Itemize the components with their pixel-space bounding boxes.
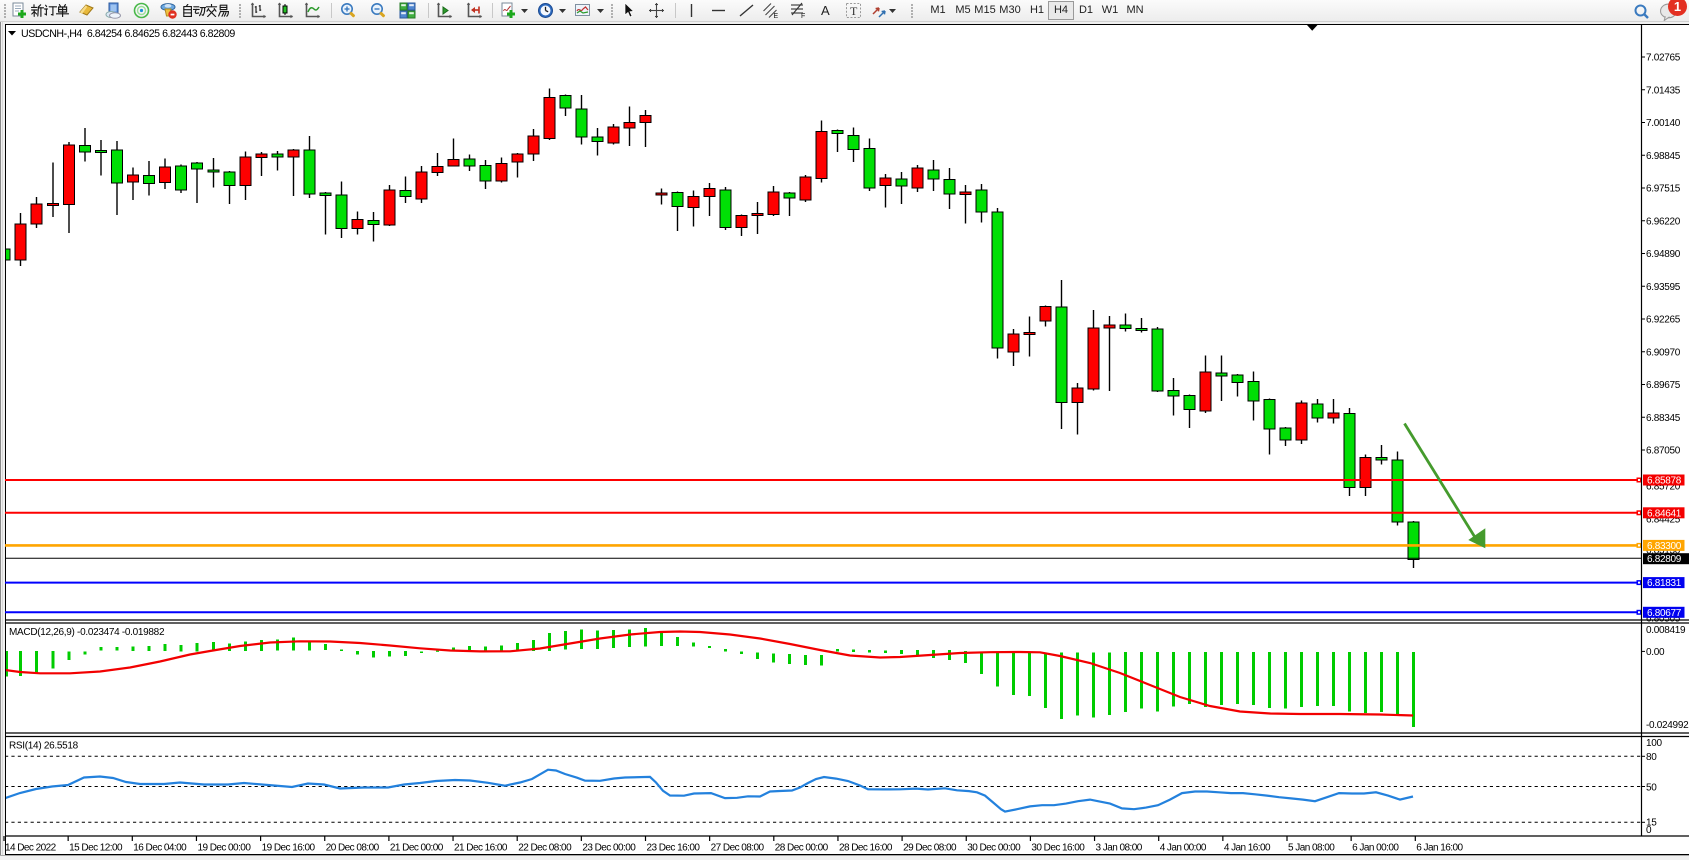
svg-text:6.88345: 6.88345 [1646,413,1681,424]
svg-text:7.02765: 7.02765 [1646,53,1681,64]
svg-text:6.90970: 6.90970 [1646,347,1681,358]
svg-text:5 Jan 08:00: 5 Jan 08:00 [1288,843,1335,854]
svg-text:F: F [801,13,805,19]
svg-text:0: 0 [1646,825,1652,836]
svg-text:80: 80 [1646,752,1657,763]
svg-text:23 Dec 16:00: 23 Dec 16:00 [647,843,701,854]
svg-text:19 Dec 16:00: 19 Dec 16:00 [262,843,316,854]
svg-text:6.89675: 6.89675 [1646,380,1681,391]
svg-text:3 Jan 08:00: 3 Jan 08:00 [1096,843,1143,854]
svg-text:29 Dec 08:00: 29 Dec 08:00 [903,843,957,854]
svg-text:6.80505: 6.80505 [1646,613,1681,624]
svg-text:7.00140: 7.00140 [1646,118,1681,129]
svg-text:27 Dec 08:00: 27 Dec 08:00 [711,843,765,854]
svg-text:28 Dec 16:00: 28 Dec 16:00 [839,843,893,854]
svg-text:6 Jan 16:00: 6 Jan 16:00 [1416,843,1463,854]
svg-text:6.84425: 6.84425 [1646,514,1681,525]
svg-text:6.97515: 6.97515 [1646,184,1681,195]
svg-text:6.83300: 6.83300 [1647,541,1682,552]
svg-text:23 Dec 00:00: 23 Dec 00:00 [582,843,636,854]
svg-text:4 Jan 00:00: 4 Jan 00:00 [1160,843,1207,854]
svg-text:19 Dec 00:00: 19 Dec 00:00 [197,843,251,854]
svg-text:6.92265: 6.92265 [1646,315,1681,326]
svg-text:6.83130: 6.83130 [1646,546,1681,557]
svg-text:6.85878: 6.85878 [1647,476,1682,487]
svg-text:6.81831: 6.81831 [1647,578,1682,589]
svg-text:28 Dec 00:00: 28 Dec 00:00 [775,843,829,854]
svg-text:14 Dec 2022: 14 Dec 2022 [5,843,57,854]
svg-text:0.00: 0.00 [1646,647,1665,658]
svg-text:6.82809: 6.82809 [1647,554,1682,565]
svg-text:6.84641: 6.84641 [1647,508,1682,519]
svg-text:6 Jan 00:00: 6 Jan 00:00 [1352,843,1399,854]
svg-text:21 Dec 16:00: 21 Dec 16:00 [454,843,508,854]
svg-text:4 Jan 16:00: 4 Jan 16:00 [1224,843,1271,854]
svg-text:30 Dec 16:00: 30 Dec 16:00 [1031,843,1085,854]
svg-text:7.01435: 7.01435 [1646,85,1681,96]
svg-text:21 Dec 00:00: 21 Dec 00:00 [390,843,444,854]
svg-text:15 Dec 12:00: 15 Dec 12:00 [69,843,123,854]
svg-text:6.80677: 6.80677 [1647,608,1682,619]
svg-text:MACD(12,26,9) -0.023474 -0.019: MACD(12,26,9) -0.023474 -0.019882 [9,627,165,638]
svg-text:6.87050: 6.87050 [1646,446,1681,457]
svg-text:E: E [774,13,779,19]
svg-text:6.98845: 6.98845 [1646,151,1681,162]
svg-text:50: 50 [1646,782,1657,793]
svg-text:T: T [850,4,858,18]
svg-text:6.94890: 6.94890 [1646,249,1681,260]
svg-text:6.85720: 6.85720 [1646,482,1681,493]
svg-text:15: 15 [1646,817,1657,828]
svg-text:30 Dec 00:00: 30 Dec 00:00 [967,843,1021,854]
svg-text:16 Dec 04:00: 16 Dec 04:00 [133,843,187,854]
svg-text:100: 100 [1646,738,1663,749]
svg-text:6.96220: 6.96220 [1646,216,1681,227]
svg-text:-0.024992: -0.024992 [1646,720,1689,731]
svg-text:0.008419: 0.008419 [1646,625,1686,636]
svg-text:USDCNH-,H4 6.84254 6.84625 6.: USDCNH-,H4 6.84254 6.84625 6.82443 6.828… [21,28,235,40]
svg-text:20 Dec 08:00: 20 Dec 08:00 [326,843,380,854]
svg-text:6.93595: 6.93595 [1646,282,1681,293]
svg-text:22 Dec 08:00: 22 Dec 08:00 [518,843,572,854]
svg-text:RSI(14) 26.5518: RSI(14) 26.5518 [9,740,79,751]
